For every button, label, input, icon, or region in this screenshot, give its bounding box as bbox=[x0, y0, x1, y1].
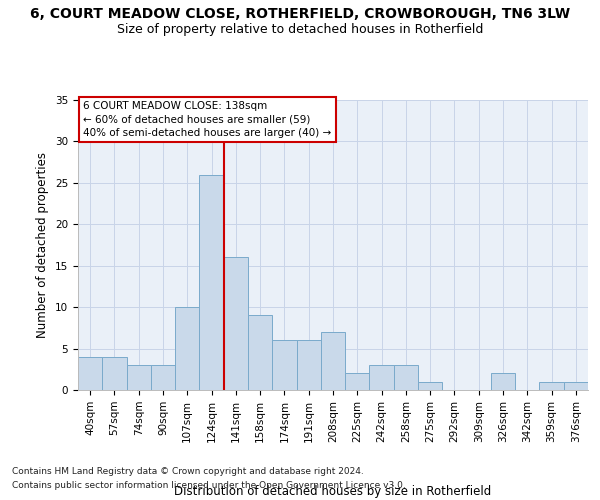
Bar bbox=[539, 382, 564, 390]
Bar bbox=[345, 374, 370, 390]
Text: Size of property relative to detached houses in Rotherfield: Size of property relative to detached ho… bbox=[117, 22, 483, 36]
Text: Distribution of detached houses by size in Rotherfield: Distribution of detached houses by size … bbox=[175, 484, 491, 498]
Bar bbox=[491, 374, 515, 390]
Text: Contains HM Land Registry data © Crown copyright and database right 2024.: Contains HM Land Registry data © Crown c… bbox=[12, 467, 364, 476]
Bar bbox=[564, 382, 588, 390]
Bar bbox=[199, 174, 224, 390]
Bar bbox=[272, 340, 296, 390]
Bar bbox=[175, 307, 199, 390]
Bar bbox=[248, 316, 272, 390]
Text: 6 COURT MEADOW CLOSE: 138sqm
← 60% of detached houses are smaller (59)
40% of se: 6 COURT MEADOW CLOSE: 138sqm ← 60% of de… bbox=[83, 102, 331, 138]
Bar bbox=[394, 365, 418, 390]
Bar bbox=[224, 258, 248, 390]
Bar bbox=[296, 340, 321, 390]
Bar bbox=[78, 357, 102, 390]
Y-axis label: Number of detached properties: Number of detached properties bbox=[37, 152, 49, 338]
Bar bbox=[151, 365, 175, 390]
Bar bbox=[102, 357, 127, 390]
Bar bbox=[321, 332, 345, 390]
Bar bbox=[418, 382, 442, 390]
Bar bbox=[370, 365, 394, 390]
Text: 6, COURT MEADOW CLOSE, ROTHERFIELD, CROWBOROUGH, TN6 3LW: 6, COURT MEADOW CLOSE, ROTHERFIELD, CROW… bbox=[30, 8, 570, 22]
Text: Contains public sector information licensed under the Open Government Licence v3: Contains public sector information licen… bbox=[12, 481, 406, 490]
Bar bbox=[127, 365, 151, 390]
